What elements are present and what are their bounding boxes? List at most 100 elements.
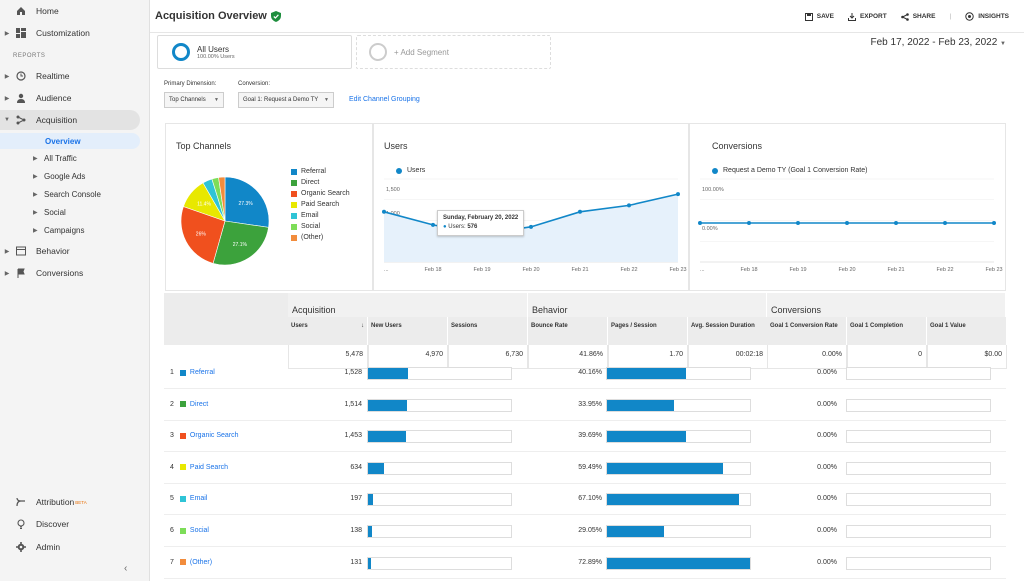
insights-button[interactable]: INSIGHTS — [965, 12, 1009, 21]
column-header[interactable]: Goal 1 Completion — [847, 317, 927, 345]
users-bar — [367, 398, 512, 412]
nav-acquisition-label: Acquisition — [36, 115, 78, 125]
data-point[interactable] — [676, 192, 680, 197]
nav-admin[interactable]: Admin — [0, 537, 150, 557]
conversion-bar — [846, 493, 991, 507]
data-point[interactable] — [578, 209, 582, 214]
channel-link[interactable]: Email — [189, 495, 208, 503]
add-segment-button[interactable]: + Add Segment — [356, 35, 551, 69]
export-button[interactable]: EXPORT — [847, 12, 887, 21]
sort-arrow-icon: ↓ — [361, 323, 364, 329]
nav-acquisition[interactable]: ▼ Acquisition — [0, 110, 140, 130]
conversion-bar — [846, 367, 991, 380]
pages-session-bar-fill — [607, 431, 686, 443]
users-bar-fill — [368, 494, 373, 506]
chart-tooltip: Sunday, February 20, 2022 ● Users: 576 — [437, 210, 525, 236]
pie-slice--other-[interactable] — [218, 176, 226, 222]
save-button[interactable]: SAVE — [804, 12, 834, 21]
table-row[interactable]: 7 (Other) 131 72.89% 0.00% — [164, 547, 1006, 579]
tooltip-dot-icon: ● — [443, 224, 447, 230]
group-conversions: Conversions — [767, 293, 1006, 317]
verified-shield-icon — [270, 10, 281, 22]
nav-campaigns[interactable]: ▶ Campaigns — [33, 225, 85, 235]
nav-conversions[interactable]: ▶ Conversions — [4, 268, 84, 278]
y-tick-label: 1,500 — [386, 187, 400, 193]
nav-behavior[interactable]: ▶ Behavior — [4, 246, 70, 256]
table-row[interactable]: 2 Direct 1,514 33.95% 0.00% — [164, 389, 1006, 421]
column-header[interactable]: New Users — [368, 317, 448, 345]
conversions-legend: Request a Demo TY (Goal 1 Conversion Rat… — [712, 167, 867, 174]
segment-all-users[interactable]: All Users 100.00% Users — [157, 35, 352, 69]
person-icon — [14, 91, 28, 105]
channel-link[interactable]: (Other) — [189, 558, 213, 566]
data-point[interactable] — [894, 221, 898, 225]
conversions-line-chart[interactable]: 100.00% 0.00%... Feb 18 Feb 19 Feb 20 Feb 21 F… — [690, 124, 1007, 292]
clock-icon — [14, 69, 28, 83]
nav-all-traffic[interactable]: ▶ All Traffic — [33, 153, 77, 163]
share-icon — [900, 12, 909, 21]
channel-link[interactable]: Social — [189, 527, 209, 534]
x-tick-label: Feb 18 — [740, 267, 757, 273]
users-value: 131 — [350, 558, 362, 566]
column-header[interactable]: Goal 1 Value — [927, 317, 1007, 345]
channel-link[interactable]: Direct — [189, 400, 209, 408]
sidebar: Home ▶ Customization REPORTS ▶ Realtime … — [0, 0, 150, 581]
pie-slice-referral[interactable] — [224, 176, 270, 228]
column-header[interactable]: Sessions — [448, 317, 528, 345]
pie-slice-direct[interactable] — [212, 220, 269, 266]
column-header[interactable]: Pages / Session — [608, 317, 688, 345]
table-row[interactable]: 4 Paid Search 634 59.49% 0.00% — [164, 452, 1006, 484]
pie-slice-organic-search[interactable] — [180, 206, 226, 264]
column-header[interactable]: Goal 1 Conversion Rate — [767, 317, 847, 345]
reports-section-label: REPORTS — [13, 53, 46, 59]
channel-link[interactable]: Referral — [189, 369, 215, 376]
edit-channel-grouping-link[interactable]: Edit Channel Grouping — [349, 96, 420, 103]
table-row[interactable]: 1 Referral 1,528 40.16% 0.00% — [164, 357, 1006, 389]
top-channels-pie[interactable]: 27.3% 27.1% 26% 11.4% — [175, 171, 275, 271]
nav-home[interactable]: Home — [0, 1, 150, 21]
nav-audience[interactable]: ▶ Audience — [4, 91, 72, 105]
nav-customization[interactable]: ▶ Customization — [4, 28, 90, 38]
data-point[interactable] — [992, 221, 996, 225]
bounce-rate-value: 39.69% — [578, 432, 602, 440]
date-range-picker[interactable]: Feb 17, 2022 - Feb 23, 2022 ▼ — [871, 37, 1007, 48]
nav-attribution[interactable]: Attribution BETA — [0, 492, 150, 512]
data-point[interactable] — [698, 221, 702, 225]
conversion-rate-value: 0.00% — [817, 495, 837, 503]
share-button[interactable]: SHARE — [900, 12, 935, 21]
data-point[interactable] — [529, 224, 533, 229]
data-point[interactable] — [431, 222, 435, 227]
x-tick-label: Feb 22 — [936, 267, 953, 273]
nav-overview[interactable]: Overview — [0, 133, 140, 149]
tooltip-value: 576 — [467, 224, 478, 230]
nav-google-ads[interactable]: ▶ Google Ads — [33, 171, 86, 181]
nav-search-console[interactable]: ▶ Search Console — [33, 189, 101, 199]
data-point[interactable] — [747, 221, 751, 225]
data-point[interactable] — [796, 221, 800, 225]
pie-slice-label: 27.3% — [239, 201, 254, 207]
nav-realtime[interactable]: ▶ Realtime — [4, 69, 70, 83]
row-index: 1 — [170, 369, 174, 376]
conversion-select[interactable]: Goal 1: Request a Demo TY ▼ — [238, 92, 334, 108]
dropdown-arrow-icon: ▼ — [324, 97, 329, 103]
table-row[interactable]: 3 Organic Search 1,453 39.69% 0.00% — [164, 420, 1006, 453]
column-header[interactable]: Users ↓ — [288, 317, 368, 345]
data-point[interactable] — [943, 221, 947, 225]
channel-link[interactable]: Organic Search — [189, 432, 239, 440]
date-range-text: Feb 17, 2022 - Feb 23, 2022 — [870, 37, 998, 48]
column-header[interactable]: Avg. Session Duration — [688, 317, 768, 345]
data-point[interactable] — [627, 203, 631, 208]
collapse-sidebar-icon[interactable]: ‹ — [124, 563, 128, 574]
legend-label: Email — [301, 212, 319, 219]
toolbar-divider: | — [949, 13, 952, 20]
data-point[interactable] — [382, 209, 386, 214]
table-row[interactable]: 6 Social 138 29.05% 0.00% — [164, 515, 1006, 547]
data-point[interactable] — [845, 221, 849, 225]
table-row[interactable]: 5 Email 197 67.10% 0.00% — [164, 483, 1006, 516]
nav-discover[interactable]: Discover — [0, 514, 150, 534]
column-header[interactable]: Bounce Rate — [528, 317, 608, 345]
nav-social[interactable]: ▶ Social — [33, 207, 66, 217]
primary-dimension-select[interactable]: Top Channels ▼ — [164, 92, 224, 108]
channel-link[interactable]: Paid Search — [189, 463, 229, 471]
